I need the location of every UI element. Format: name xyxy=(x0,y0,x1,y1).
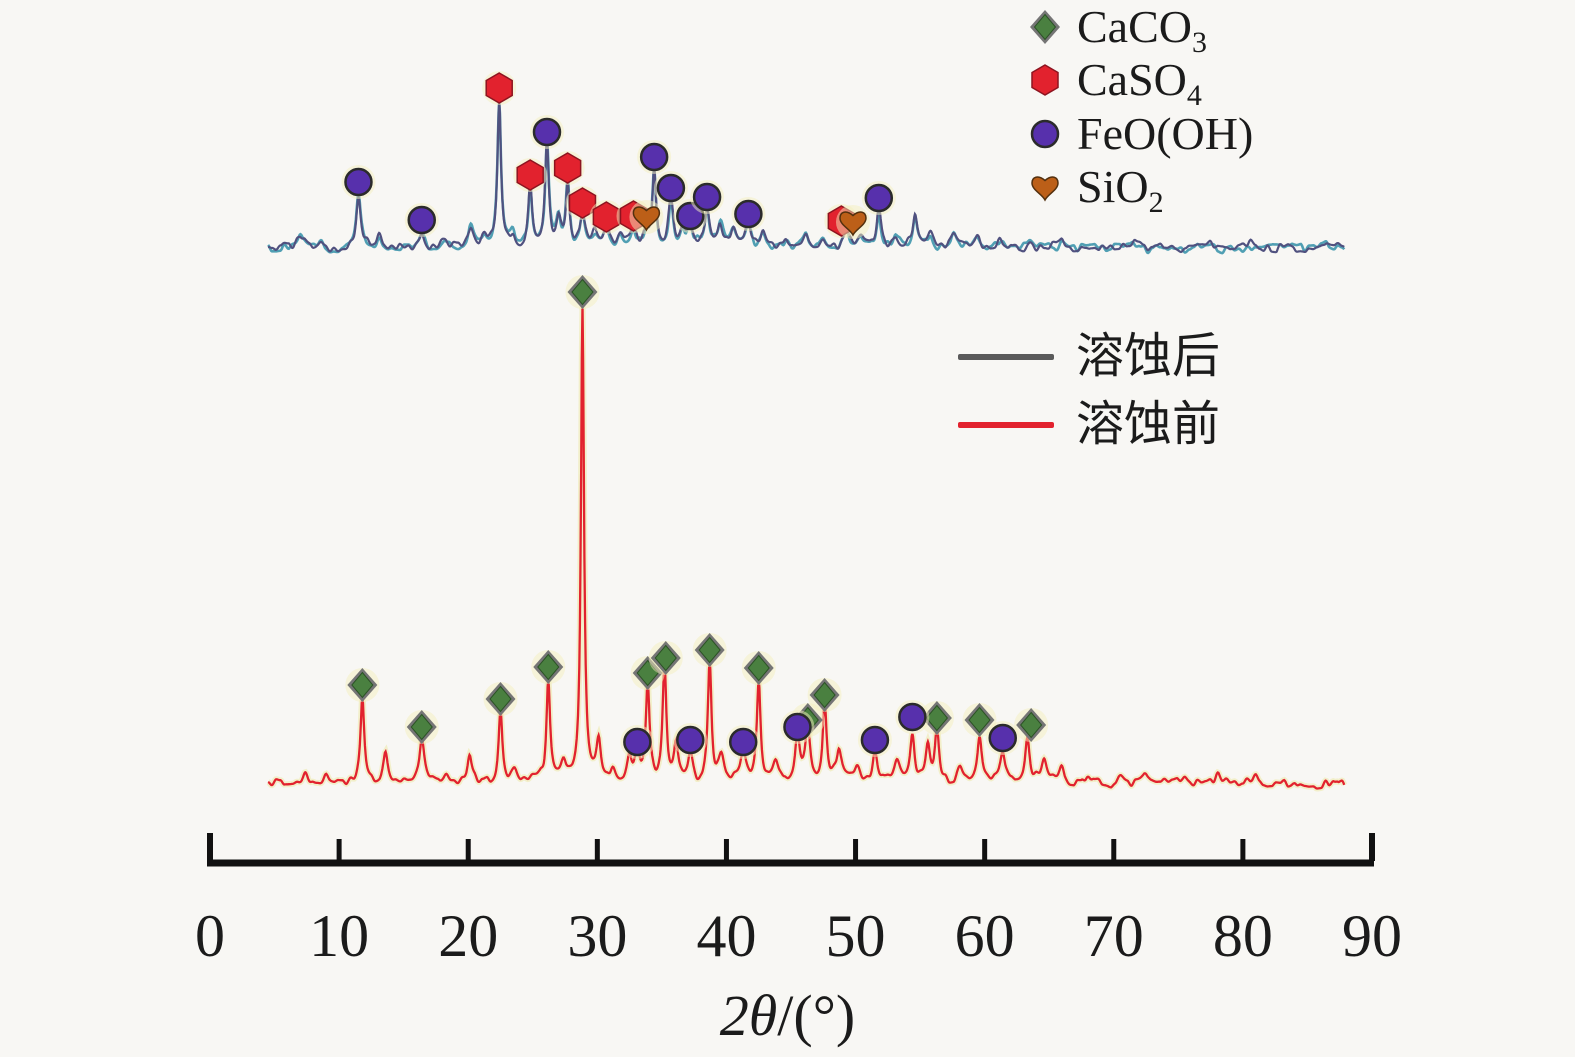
legend-line-sample xyxy=(958,354,1054,360)
marker-feooh-before xyxy=(988,723,1017,753)
axis-tick-label: 30 xyxy=(567,903,627,969)
marker-caso4-after xyxy=(485,72,513,104)
x-axis: 0 10 20 30 40 50 60 70 80 90 xyxy=(195,833,1402,969)
axis-tick-label: 50 xyxy=(826,903,886,969)
axis-tick-label: 80 xyxy=(1213,903,1273,969)
legend-item-feooh: FeO(OH) xyxy=(1025,107,1253,161)
circle-icon xyxy=(1030,119,1060,148)
legend-phase-label: FeO(OH) xyxy=(1077,107,1254,159)
legend-phase-formula: SiO xyxy=(1077,161,1149,213)
marker-caso4-after xyxy=(553,152,582,184)
legend-item-caco3: CaCO3 xyxy=(1025,0,1253,57)
legend-phase-label: CaSO4 xyxy=(1077,54,1202,111)
axis-tick-label: 70 xyxy=(1084,903,1144,969)
hexagon-icon xyxy=(1031,64,1059,96)
legend-phase-subscript: 2 xyxy=(1148,186,1164,220)
marker-feooh-before xyxy=(898,702,927,732)
marker-feooh-after xyxy=(639,142,669,172)
legend-phase-formula: CaCO xyxy=(1077,0,1192,52)
curve-after-dissolution xyxy=(267,101,1345,254)
axis-tick-label: 10 xyxy=(309,903,369,969)
heart-icon xyxy=(1031,176,1059,201)
marker-feooh-after xyxy=(692,182,722,212)
marker-feooh-after xyxy=(864,183,894,213)
legend-item-series-before: 溶蚀前 xyxy=(958,391,1220,459)
legend-phase-label: CaCO3 xyxy=(1077,0,1207,57)
marker-feooh-after xyxy=(407,205,436,235)
x-axis-title-symbol: 2θ xyxy=(719,983,778,1048)
axis-tick-label: 60 xyxy=(955,903,1015,969)
legend-item-sio2: SiO2 xyxy=(1025,161,1253,218)
legend-phase-subscript: 3 xyxy=(1192,25,1207,59)
diamond-icon xyxy=(1029,9,1061,45)
legend-phase-subscript: 4 xyxy=(1186,79,1202,113)
legend-phase-formula: CaSO xyxy=(1077,54,1187,106)
marker-feooh-before xyxy=(728,727,758,757)
marker-feooh-after xyxy=(532,117,562,147)
legend-phase-formula: FeO(OH) xyxy=(1077,107,1254,159)
legend-item-series-after: 溶蚀后 xyxy=(958,323,1220,391)
phase-markers xyxy=(341,71,1049,759)
x-axis-title-units: /(°) xyxy=(777,983,856,1048)
legend-phase-label: SiO2 xyxy=(1077,161,1164,218)
axis-tick-label: 40 xyxy=(696,903,756,969)
axis-tick-label: 20 xyxy=(438,903,498,969)
marker-feooh-after xyxy=(734,199,763,229)
marker-feooh-before xyxy=(623,727,652,757)
phase-legend: CaCO3 CaSO4 FeO(OH) SiO2 xyxy=(1025,0,1253,218)
axis-tick-label: 0 xyxy=(195,903,225,969)
marker-feooh-before xyxy=(860,725,890,755)
marker-caso4-after xyxy=(592,201,621,233)
axis-tick-label: 90 xyxy=(1342,903,1402,969)
marker-caso4-after xyxy=(516,159,544,191)
legend-series-label: 溶蚀前 xyxy=(1076,398,1221,451)
x-axis-title: 2θ/(°) xyxy=(0,982,1575,1049)
legend-line-sample xyxy=(958,422,1054,428)
legend-item-caso4: CaSO4 xyxy=(1025,54,1253,111)
legend-series-label: 溶蚀后 xyxy=(1076,330,1221,383)
marker-feooh-before xyxy=(783,712,812,742)
marker-feooh-after xyxy=(344,167,373,197)
marker-feooh-after xyxy=(656,173,686,203)
marker-feooh-before xyxy=(676,725,705,755)
series-legend: 溶蚀后 溶蚀前 xyxy=(958,323,1220,459)
